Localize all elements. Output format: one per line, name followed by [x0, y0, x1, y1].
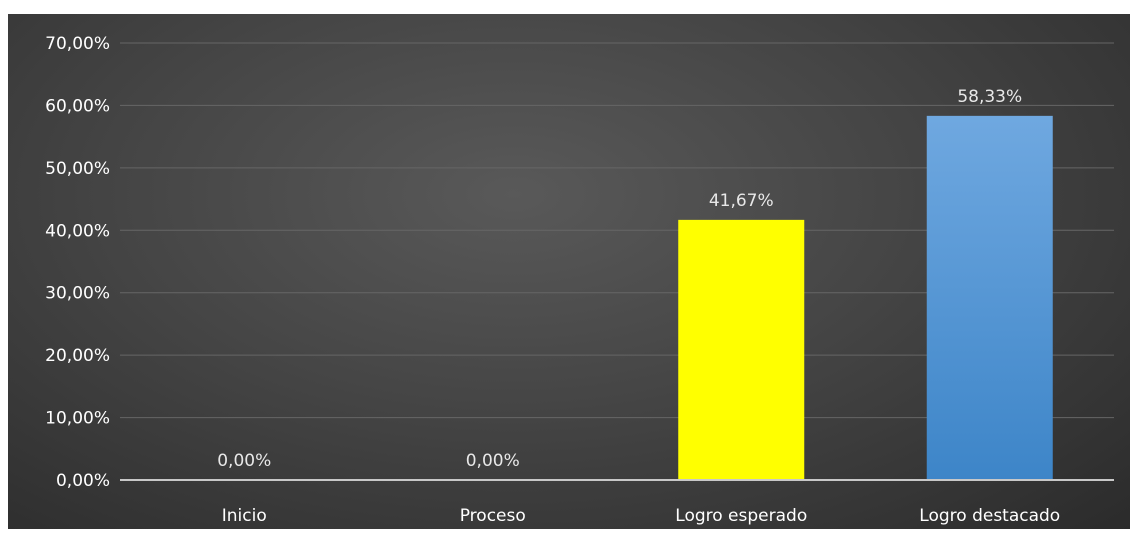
- y-tick-label: 20,00%: [45, 346, 110, 366]
- data-labels: 0,00% 0,00% 41,67% 58,33%: [217, 87, 1022, 471]
- chart-area: 0,00% 10,00% 20,00% 30,00% 40,00% 50,00% 60,00…: [8, 14, 1130, 529]
- x-category-label: Logro destacado: [919, 506, 1060, 526]
- x-category-label: Inicio: [222, 506, 267, 526]
- gridlines: [120, 42, 1114, 419]
- y-axis-tick-labels: 0,00% 10,00% 20,00% 30,00% 40,00% 50,00% 60,00…: [45, 34, 110, 491]
- data-label: 41,67%: [709, 191, 774, 211]
- y-tick-label: 50,00%: [45, 159, 110, 179]
- data-label: 0,00%: [217, 451, 271, 471]
- bar-chart: 0,00% 10,00% 20,00% 30,00% 40,00% 50,00% 60,00…: [45, 34, 1114, 526]
- y-tick-label: 30,00%: [45, 284, 110, 304]
- bar-logro-destacado: [926, 115, 1053, 481]
- y-tick-label: 40,00%: [45, 221, 110, 241]
- bar-logro-esperado: [678, 219, 805, 480]
- data-label: 58,33%: [957, 87, 1022, 107]
- x-axis-category-labels: Inicio Proceso Logro esperado Logro destaca…: [222, 506, 1060, 526]
- y-tick-label: 10,00%: [45, 409, 110, 429]
- y-tick-label: 60,00%: [45, 96, 110, 116]
- x-category-label: Proceso: [460, 506, 526, 526]
- data-label: 0,00%: [466, 451, 520, 471]
- x-category-label: Logro esperado: [675, 506, 807, 526]
- bars: [678, 115, 1053, 481]
- y-tick-label: 70,00%: [45, 34, 110, 54]
- y-tick-label: 0,00%: [56, 471, 110, 491]
